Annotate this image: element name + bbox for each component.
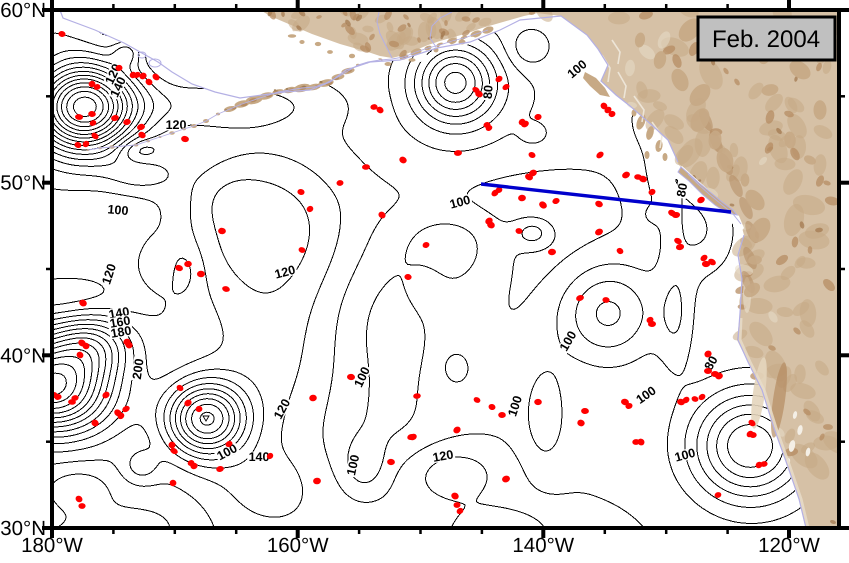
svg-text:120: 120 <box>99 262 119 286</box>
svg-text:120: 120 <box>273 263 297 282</box>
svg-text:80: 80 <box>674 182 690 198</box>
svg-text:120: 120 <box>432 447 455 464</box>
svg-text:100: 100 <box>505 394 525 418</box>
svg-text:100: 100 <box>344 453 362 476</box>
svg-text:100: 100 <box>673 446 697 465</box>
svg-text:160°W: 160°W <box>267 534 329 557</box>
svg-text:140: 140 <box>249 450 270 464</box>
svg-text:30°N: 30°N <box>0 517 46 540</box>
svg-text:50°N: 50°N <box>0 172 46 195</box>
svg-text:180: 180 <box>110 323 133 340</box>
svg-text:80: 80 <box>702 354 721 373</box>
svg-text:120: 120 <box>166 118 187 132</box>
svg-text:80: 80 <box>481 84 496 99</box>
svg-text:140°W: 140°W <box>512 534 574 557</box>
svg-text:200: 200 <box>130 358 147 381</box>
svg-text:40°N: 40°N <box>0 344 46 367</box>
svg-text:180°W: 180°W <box>21 534 83 557</box>
svg-text:Feb. 2004: Feb. 2004 <box>712 26 820 53</box>
svg-text:60°N: 60°N <box>0 0 46 22</box>
svg-text:120°W: 120°W <box>758 534 820 557</box>
svg-text:100: 100 <box>107 202 129 218</box>
svg-text:100: 100 <box>448 193 472 212</box>
